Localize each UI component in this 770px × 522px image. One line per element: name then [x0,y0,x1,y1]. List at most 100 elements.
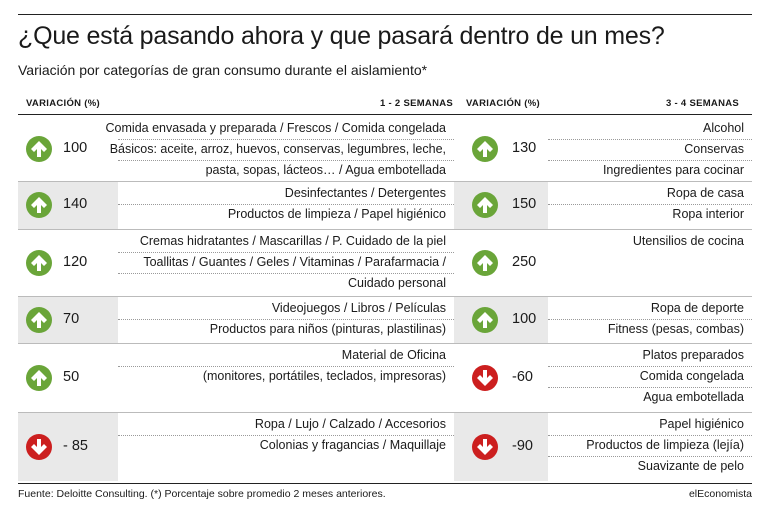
variation-value-left: 50 [63,368,80,385]
row-divider [18,229,752,230]
category-item: Alcohol [703,121,744,135]
table-row: 120 Cremas hidratantes / Mascarillas / P.… [18,229,752,296]
table-row: - 85 Ropa / Lujo / Calzado / Accesorios Co… [18,412,752,481]
category-item: Comida congelada [639,369,744,383]
source-note: Fuente: Deloitte Consulting. (*) Porcent… [18,488,386,500]
dotted-divider [118,319,454,320]
dotted-divider [548,319,752,320]
dotted-divider [118,139,454,140]
arrow-up-icon [26,135,52,162]
arrow-down-icon [26,433,52,460]
dotted-divider [548,160,752,161]
dotted-divider [548,204,752,205]
variation-value-left: 140 [63,196,88,212]
row-divider [18,181,752,182]
variation-value-right: -60 [512,368,533,385]
header-period-left: 1 - 2 SEMANAS [380,98,454,109]
category-item: pasta, sopas, lácteos… / Agua embotellad… [205,163,446,177]
row-divider [18,412,752,413]
category-item: Básicos: aceite, arroz, huevos, conserva… [109,142,446,156]
table-row: 50 Material de Oficina (monitores, portáti… [18,343,752,412]
category-item: Utensilios de cocina [632,234,744,248]
arrow-up-icon [472,249,498,276]
category-item: Material de Oficina [341,348,446,362]
categories-cell-right: Platos preparados Comida congelada Agua em… [548,343,752,412]
bottom-rule [18,483,752,484]
brand-logo: elEconomista [688,488,752,500]
category-item: Productos de limpieza (lejía) [586,438,744,452]
category-item: Ropa interior [672,207,744,221]
dotted-divider [548,456,752,457]
table-row: 70 Videojuegos / Libros / Películas Produc… [18,296,752,343]
categories-cell-right: Ropa de casa Ropa interior [548,181,752,229]
variation-value-left: 100 [63,139,88,156]
categories-cell-left: Videojuegos / Libros / Películas Producto… [118,296,454,343]
arrow-up-icon [26,249,52,276]
dotted-divider [548,139,752,140]
row-divider [18,343,752,344]
category-item: Ropa de casa [666,186,744,200]
category-item: Suavizante de pelo [637,459,744,473]
category-item: Ropa de deporte [650,301,744,315]
variation-value-right: -90 [512,437,533,454]
category-item: Videojuegos / Libros / Películas [271,301,446,315]
variation-value-left: 120 [63,253,88,270]
dotted-divider [118,435,454,436]
category-item: Agua embotellada [643,390,744,404]
category-item: Cremas hidratantes / Mascarillas / P. Cu… [139,234,446,248]
category-item: Cuidado personal [348,276,446,290]
table-row: 140 Desinfectantes / Detergentes Productos… [18,181,752,229]
variation-value-right: 250 [512,253,537,270]
category-item: Desinfectantes / Detergentes [284,186,446,200]
row-divider [18,296,752,297]
dotted-divider [118,160,454,161]
categories-cell-left: Material de Oficina (monitores, portátile… [118,343,454,412]
variation-value-left: 70 [63,310,80,327]
header-variation-right: VARIACIÓN (%) [466,98,540,109]
dotted-divider [548,366,752,367]
arrow-down-icon [472,364,498,391]
category-item: Ropa / Lujo / Calzado / Accesorios [254,417,446,431]
category-item: Toallitas / Guantes / Geles / Vitaminas … [143,255,446,269]
variation-value-right: 150 [512,196,537,212]
category-item: Comida envasada y preparada / Frescos / … [105,121,446,135]
categories-cell-left: Cremas hidratantes / Mascarillas / P. Cu… [118,229,454,296]
category-item: Conservas [684,142,744,156]
categories-cell-right: Ropa de deporte Fitness (pesas, combas) [548,296,752,343]
category-item: Fitness (pesas, combas) [607,322,744,336]
arrow-up-icon [472,192,498,218]
arrow-up-icon [472,135,498,162]
page-subtitle: Variación por categorías de gran consumo… [18,62,428,78]
category-item: Productos de limpieza / Papel higiénico [227,207,446,221]
page-title: ¿Que está pasando ahora y que pasará den… [18,22,665,50]
category-item: Papel higiénico [659,417,744,431]
variation-value-right: 100 [512,310,537,327]
categories-cell-left: Desinfectantes / Detergentes Productos de… [118,181,454,229]
arrow-up-icon [472,306,498,333]
categories-cell-right: Papel higiénico Productos de limpieza (le… [548,412,752,481]
arrow-up-icon [26,306,52,333]
dotted-divider [118,273,454,274]
top-rule [18,14,752,15]
categories-cell-right: Alcohol Conservas Ingredientes para cocina… [548,116,752,181]
arrow-up-icon [26,364,52,391]
category-item: Platos preparados [642,348,744,362]
header-variation-left: VARIACIÓN (%) [26,98,100,109]
dotted-divider [118,366,454,367]
arrow-up-icon [26,192,52,218]
categories-cell-left: Comida envasada y preparada / Frescos / … [106,116,454,181]
categories-cell-left: Ropa / Lujo / Calzado / Accesorios Coloni… [118,412,454,481]
dotted-divider [118,252,454,253]
categories-cell-right: Utensilios de cocina [548,229,752,296]
category-item: Ingredientes para cocinar [602,163,744,177]
header-period-right: 3 - 4 SEMANAS [666,98,740,109]
category-item: Productos para niños (pinturas, plastili… [209,322,446,336]
category-item: (monitores, portátiles, teclados, impres… [202,369,446,383]
variation-value-right: 130 [512,139,537,156]
dotted-divider [118,204,454,205]
variation-value-left: - 85 [63,437,88,454]
category-item: Colonias y fragancias / Maquillaje [259,438,446,452]
dotted-divider [548,387,752,388]
arrow-down-icon [472,433,498,460]
table-row: 100 Comida envasada y preparada / Frescos… [18,116,752,181]
